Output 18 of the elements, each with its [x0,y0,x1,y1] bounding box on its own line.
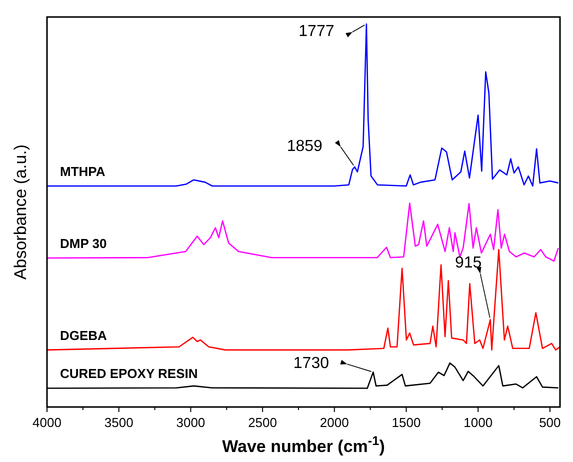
series-label: DMP 30 [60,236,107,252]
x-tick-label: 500 [539,415,561,430]
x-tick-label: 3500 [104,415,134,430]
x-tick-label: 4000 [32,415,62,430]
x-tick-label: 1500 [392,415,421,430]
annotation: 1859 [286,138,323,155]
x-tick-label: 3000 [176,415,206,430]
x-tick-label: 2500 [248,415,278,430]
y-axis-title: Absorbance (a.u.) [11,144,30,280]
x-tick-label: 1000 [464,415,493,430]
annotation: 1777 [298,23,334,40]
x-axis-title: Wave number (cm$^{-1}$) [222,432,385,456]
annotation: 1730 [293,355,330,372]
annotation: 915 [454,254,482,272]
series-label: CURED EPOXY RESIN [60,366,198,382]
series-label: MTHPA [60,164,106,180]
series-label: DGEBA [60,328,108,343]
x-tick-label: 2000 [320,415,349,430]
